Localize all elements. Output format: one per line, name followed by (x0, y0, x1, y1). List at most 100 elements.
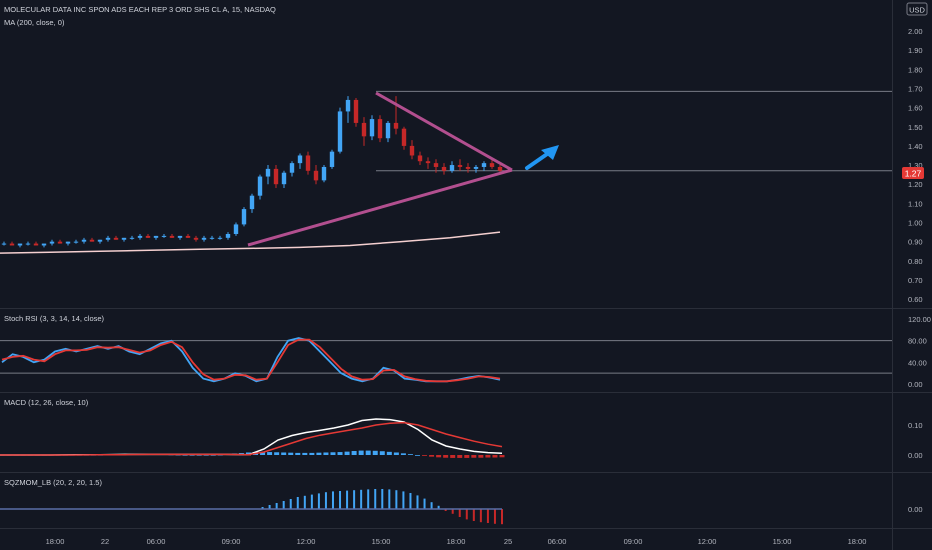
ma-indicator-label[interactable]: MA (200, close, 0) (4, 18, 65, 27)
candle[interactable] (353, 98, 359, 127)
macd-title[interactable]: MACD (12, 26, close, 10) (4, 398, 89, 407)
candle[interactable] (449, 161, 455, 173)
candle[interactable] (169, 233, 175, 238)
candle[interactable] (17, 243, 23, 248)
candle[interactable] (185, 233, 191, 238)
time-axis[interactable]: 18:00 22 06:00 09:00 12:00 15:00 18:00 25 06:00 0… (46, 537, 867, 546)
price-tick-label: 0.90 (908, 238, 923, 247)
candle[interactable] (25, 241, 31, 246)
triangle-drawing[interactable] (247, 91, 513, 247)
candle[interactable] (217, 235, 223, 240)
currency-badge[interactable]: USD (909, 6, 925, 15)
candle[interactable] (89, 237, 95, 242)
candle[interactable] (81, 237, 87, 244)
stoch-tick-label: 0.00 (908, 380, 923, 389)
candle[interactable] (337, 107, 343, 154)
stoch-d-line[interactable] (1, 338, 501, 383)
symbol-title[interactable]: MOLECULAR DATA INC SPON ADS EACH REP 3 O… (4, 5, 276, 14)
macd-pane[interactable]: MACD (12, 26, close, 10) 0.10 0.00 (0, 398, 923, 460)
candle[interactable] (113, 235, 119, 240)
price-tick-label: 1.70 (908, 84, 923, 93)
candle[interactable] (201, 235, 207, 242)
candle[interactable] (33, 241, 39, 246)
candle[interactable] (129, 235, 135, 240)
candle[interactable] (377, 115, 383, 143)
candle[interactable] (209, 235, 215, 240)
candle[interactable] (49, 239, 55, 246)
macd-tick-label: 0.10 (908, 421, 923, 430)
candle[interactable] (305, 151, 311, 175)
squeeze-momentum-pane[interactable]: SQZMOM_LB (20, 2, 20, 1.5) 0.00 (0, 478, 923, 525)
candle[interactable] (297, 153, 303, 169)
candle[interactable] (457, 159, 463, 171)
triangle-upper-trendline[interactable] (375, 91, 513, 172)
candle-body (417, 155, 423, 162)
breakout-arrow-icon[interactable] (525, 145, 559, 170)
candle[interactable] (65, 241, 71, 246)
candle[interactable] (121, 237, 127, 242)
stoch-tick-label: 80.00 (908, 337, 927, 346)
price-pane[interactable]: 2.00 1.90 1.80 1.70 1.60 1.50 1.40 1.30 1.20 1.10… (0, 2, 928, 304)
candle-body (17, 243, 23, 246)
candle[interactable] (193, 235, 199, 242)
candle[interactable] (241, 207, 247, 227)
candle[interactable] (273, 165, 279, 189)
candle[interactable] (417, 151, 423, 166)
stoch-rsi-title[interactable]: Stoch RSI (3, 3, 14, 14, close) (4, 314, 105, 323)
candle[interactable] (481, 161, 487, 171)
candle[interactable] (161, 233, 167, 238)
candle[interactable] (313, 165, 319, 185)
candle[interactable] (385, 121, 391, 143)
candle[interactable] (329, 149, 335, 169)
candle[interactable] (57, 239, 63, 244)
squeeze-momentum-bar (430, 502, 433, 509)
candle[interactable] (9, 241, 15, 246)
candle[interactable] (145, 233, 151, 238)
candle[interactable] (225, 232, 231, 240)
candle[interactable] (97, 239, 103, 244)
price-tick-label: 1.30 (908, 161, 923, 170)
squeeze-momentum-title[interactable]: SQZMOM_LB (20, 2, 20, 1.5) (4, 478, 102, 487)
candle-body (33, 243, 39, 246)
currency-badge-box[interactable] (906, 2, 928, 16)
candle[interactable] (489, 159, 495, 169)
candle[interactable] (441, 163, 447, 175)
candle[interactable] (401, 126, 407, 150)
candle[interactable] (257, 174, 263, 200)
candle-body (65, 241, 71, 244)
stoch-tick-label: 120.00 (908, 315, 931, 324)
candle[interactable] (345, 96, 351, 123)
candle[interactable] (137, 233, 143, 240)
candle[interactable] (249, 193, 255, 213)
candle[interactable] (425, 157, 431, 169)
candle-body (201, 237, 207, 240)
candle[interactable] (433, 159, 439, 173)
candle[interactable] (73, 239, 79, 244)
candle[interactable] (233, 222, 239, 236)
candle-body (25, 243, 31, 245)
candle[interactable] (281, 170, 287, 189)
candle[interactable] (105, 235, 111, 242)
candle[interactable] (465, 163, 471, 173)
stoch-rsi-pane[interactable]: Stoch RSI (3, 3, 14, 14, close) 120.00 80… (0, 314, 931, 389)
candle[interactable] (153, 235, 159, 240)
candle[interactable] (393, 96, 399, 135)
candle[interactable] (473, 165, 479, 173)
ma-200-line[interactable] (0, 231, 501, 254)
macd-histogram-bar (429, 455, 435, 457)
candle[interactable] (265, 165, 271, 185)
candle[interactable] (41, 243, 47, 248)
candle[interactable] (321, 165, 327, 183)
candle[interactable] (361, 117, 367, 146)
macd-histogram-bar (337, 452, 343, 455)
candle[interactable] (1, 241, 7, 246)
candle[interactable] (289, 161, 295, 177)
candle-body (105, 237, 111, 240)
macd-histogram-bar (274, 452, 280, 455)
triangle-lower-trendline[interactable] (247, 168, 513, 247)
macd-signal-line[interactable] (0, 421, 503, 456)
candle[interactable] (409, 140, 415, 160)
candle[interactable] (177, 235, 183, 240)
candle[interactable] (369, 115, 375, 141)
